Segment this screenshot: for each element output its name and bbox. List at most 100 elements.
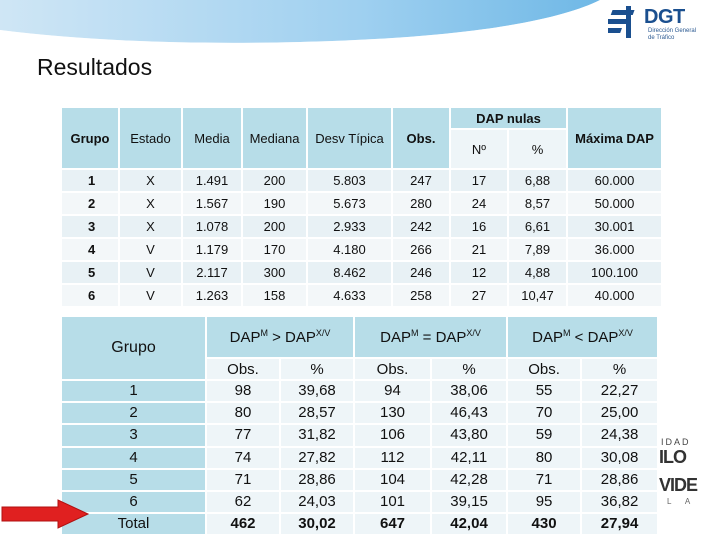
cell-n: 24 <box>449 191 509 216</box>
cell-gt-pct: 31,82 <box>278 423 356 448</box>
cell-grupo: 2 <box>60 191 120 216</box>
table-row: 1 X 1.491 200 5.803 247 17 6,88 60.000 <box>60 168 663 193</box>
dgt-subtitle-line2: de Tráfico <box>648 35 675 41</box>
cell-eq-pct: 39,15 <box>430 489 509 515</box>
cell-grupo: 6 <box>60 283 120 308</box>
cell-grupo: 3 <box>60 423 207 448</box>
cell-lt-pct: 28,86 <box>580 467 660 492</box>
cell-lt-pct: 27,94 <box>580 512 660 537</box>
cell-desv: 4.633 <box>306 283 393 308</box>
cell-estado: V <box>118 237 183 262</box>
cell-mediana: 300 <box>241 260 308 285</box>
cell-media: 1.567 <box>181 191 243 216</box>
header-mediana: Mediana <box>241 106 308 170</box>
dgt-emblem-icon <box>608 6 635 38</box>
cell-grupo: 1 <box>60 168 120 193</box>
cell-eq-obs: 94 <box>353 378 433 404</box>
cell-obs: 242 <box>391 214 451 239</box>
cell-gt-obs: 74 <box>205 445 281 470</box>
header-dap-greater-sup1: M <box>260 327 268 338</box>
header-porcentaje: % <box>507 128 568 170</box>
cell-media: 1.491 <box>181 168 243 193</box>
cell-grupo: 1 <box>60 378 207 404</box>
cell-pct: 7,89 <box>507 237 568 262</box>
header-grupo: Grupo <box>60 106 120 170</box>
highlight-arrow-icon <box>1 499 90 529</box>
header-dap-nulas: DAP nulas <box>449 106 568 130</box>
cell-gt-pct: 28,86 <box>278 467 356 492</box>
subheader-pct: % <box>580 357 660 381</box>
cell-gt-pct: 24,03 <box>278 489 356 515</box>
subheader-obs: Obs. <box>353 357 433 381</box>
decor-line3: VIDE <box>659 475 698 495</box>
cell-total-label: Total <box>60 512 207 537</box>
table-row: 2 80 28,57 130 46,43 70 25,00 <box>60 401 660 426</box>
cell-eq-obs: 112 <box>353 445 433 470</box>
header-dap-equal-sup1: M <box>410 327 419 338</box>
header-dap-equal: DAPM = DAPX/V <box>353 315 509 359</box>
dgt-subtitle: Dirección General de Tráfico <box>648 28 708 42</box>
table-row: 4 V 1.179 170 4.180 266 21 7,89 36.000 <box>60 237 663 262</box>
cell-grupo: 2 <box>60 401 207 426</box>
cell-estado: X <box>118 168 183 193</box>
cell-grupo: 5 <box>60 260 120 285</box>
decor-line1: IDAD <box>661 437 691 447</box>
cell-lt-pct: 25,00 <box>580 401 660 426</box>
cell-pct: 8,57 <box>507 191 568 216</box>
cell-eq-pct: 43,80 <box>430 423 509 448</box>
table-row: 6 V 1.263 158 4.633 258 27 10,47 40.000 <box>60 283 663 308</box>
cell-grupo: 4 <box>60 445 207 470</box>
cell-lt-pct: 24,38 <box>580 423 660 448</box>
cell-grupo: 5 <box>60 467 207 492</box>
cell-desv: 5.673 <box>306 191 393 216</box>
cell-gt-obs: 77 <box>205 423 281 448</box>
cell-n: 27 <box>449 283 509 308</box>
header-dap-less-mid: < DAP <box>570 328 619 346</box>
header-maxima-dap: Máxima DAP <box>566 106 663 170</box>
cell-eq-pct: 38,06 <box>430 378 509 404</box>
cell-gt-pct: 27,82 <box>278 445 356 470</box>
dgt-subtitle-line1: Dirección General <box>648 28 697 34</box>
cell-max: 40.000 <box>566 283 663 308</box>
cell-gt-obs: 71 <box>205 467 281 492</box>
header-dap-less-sup1: M <box>562 327 571 338</box>
results-table: Grupo Estado Media Mediana Desv Típica O… <box>60 106 663 308</box>
cell-max: 60.000 <box>566 168 663 193</box>
header-desv-tipica: Desv Típica <box>306 106 393 170</box>
cell-lt-obs: 59 <box>506 423 583 448</box>
cell-estado: X <box>118 214 183 239</box>
table-row: 6 62 24,03 101 39,15 95 36,82 <box>60 489 660 515</box>
cell-gt-obs: 62 <box>205 489 281 515</box>
cell-pct: 6,88 <box>507 168 568 193</box>
header-dap-less-base: DAP <box>532 328 563 346</box>
cell-eq-pct: 46,43 <box>430 401 509 426</box>
cell-lt-obs: 70 <box>506 401 583 426</box>
cell-lt-pct: 36,82 <box>580 489 660 515</box>
total-row: Total 462 30,02 647 42,04 430 27,94 <box>60 512 660 537</box>
cell-obs: 258 <box>391 283 451 308</box>
cell-n: 12 <box>449 260 509 285</box>
header-dap-less: DAPM < DAPX/V <box>506 315 660 359</box>
cell-obs: 280 <box>391 191 451 216</box>
cell-desv: 2.933 <box>306 214 393 239</box>
header-banner <box>0 0 610 50</box>
cell-max: 50.000 <box>566 191 663 216</box>
decor-line2: ILO <box>659 447 687 467</box>
header-estado: Estado <box>118 106 183 170</box>
cell-estado: X <box>118 191 183 216</box>
cell-n: 21 <box>449 237 509 262</box>
cell-gt-obs: 80 <box>205 401 281 426</box>
table-row: 5 V 2.117 300 8.462 246 12 4,88 100.100 <box>60 260 663 285</box>
cell-estado: V <box>118 260 183 285</box>
cell-eq-obs: 647 <box>353 512 433 537</box>
header-dap-greater-mid: > DAP <box>267 328 316 346</box>
subheader-obs: Obs. <box>506 357 583 381</box>
cell-gt-obs: 98 <box>205 378 281 404</box>
cell-desv: 5.803 <box>306 168 393 193</box>
header-dap-greater: DAPM > DAPX/V <box>204 315 356 359</box>
page-title: Resultados <box>37 54 153 80</box>
cell-obs: 266 <box>391 237 451 262</box>
cell-mediana: 200 <box>241 214 308 239</box>
cell-pct: 6,61 <box>507 214 568 239</box>
cell-gt-pct: 28,57 <box>278 401 356 426</box>
